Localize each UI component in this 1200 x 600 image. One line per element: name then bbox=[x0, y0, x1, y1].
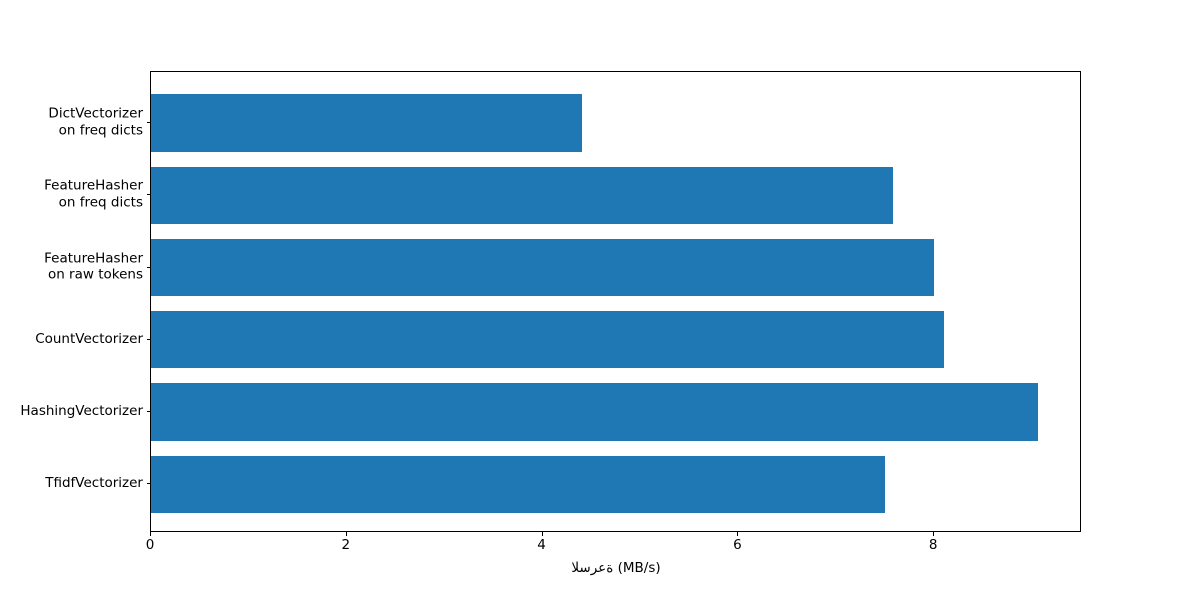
plot-area bbox=[150, 71, 1081, 532]
bar-featurehasher bbox=[151, 166, 894, 224]
x-tick-label: 6 bbox=[733, 537, 742, 553]
x-tick-label: 8 bbox=[928, 537, 938, 553]
bar-hashingvectorizer bbox=[151, 383, 1038, 441]
bar-dictvectorizer bbox=[151, 94, 582, 152]
y-tick-mark bbox=[147, 411, 151, 412]
y-tick-label: TfidfVectorizer bbox=[45, 475, 143, 491]
x-tick-mark bbox=[345, 532, 347, 536]
x-tick-mark bbox=[150, 532, 151, 536]
y-tick-label: HashingVectorizer bbox=[20, 402, 143, 419]
x-tick-label: 2 bbox=[341, 537, 351, 553]
y-tick-mark bbox=[147, 266, 151, 268]
y-tick-mark bbox=[147, 338, 151, 340]
y-tick-label: FeatureHasher on raw tokens bbox=[44, 250, 143, 283]
bar-featurehasher bbox=[151, 238, 935, 297]
x-tick-mark bbox=[933, 532, 935, 536]
y-tick-label: FeatureHasher on freq dicts bbox=[44, 177, 143, 211]
x-tick-mark bbox=[737, 532, 739, 536]
bar-countvectorizer bbox=[151, 311, 944, 369]
y-tick-label: DictVectorizer on freq dicts bbox=[48, 105, 143, 139]
y-tick-mark bbox=[147, 122, 151, 123]
y-tick-label: CountVectorizer bbox=[35, 330, 143, 347]
x-tick-label: 4 bbox=[537, 537, 546, 553]
x-tick-label: 0 bbox=[145, 537, 155, 553]
bar-tfidfvectorizer bbox=[151, 455, 886, 513]
x-tick-mark bbox=[541, 532, 543, 536]
y-tick-mark bbox=[147, 194, 151, 196]
x-axis-label: السرعة (MB/s) bbox=[571, 560, 661, 576]
y-tick-mark bbox=[147, 483, 151, 485]
